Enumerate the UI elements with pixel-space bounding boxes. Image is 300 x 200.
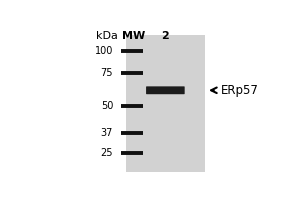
Text: kDa: kDa [96,31,118,41]
Text: 75: 75 [100,68,113,78]
Text: 37: 37 [101,128,113,138]
Text: 50: 50 [101,101,113,111]
Text: 2: 2 [161,31,169,41]
Bar [126,35,205,172]
Text: 100: 100 [95,46,113,56]
FancyBboxPatch shape [146,86,185,94]
Text: MW: MW [122,31,146,41]
Text: ERp57: ERp57 [221,84,259,97]
Text: 25: 25 [100,148,113,158]
